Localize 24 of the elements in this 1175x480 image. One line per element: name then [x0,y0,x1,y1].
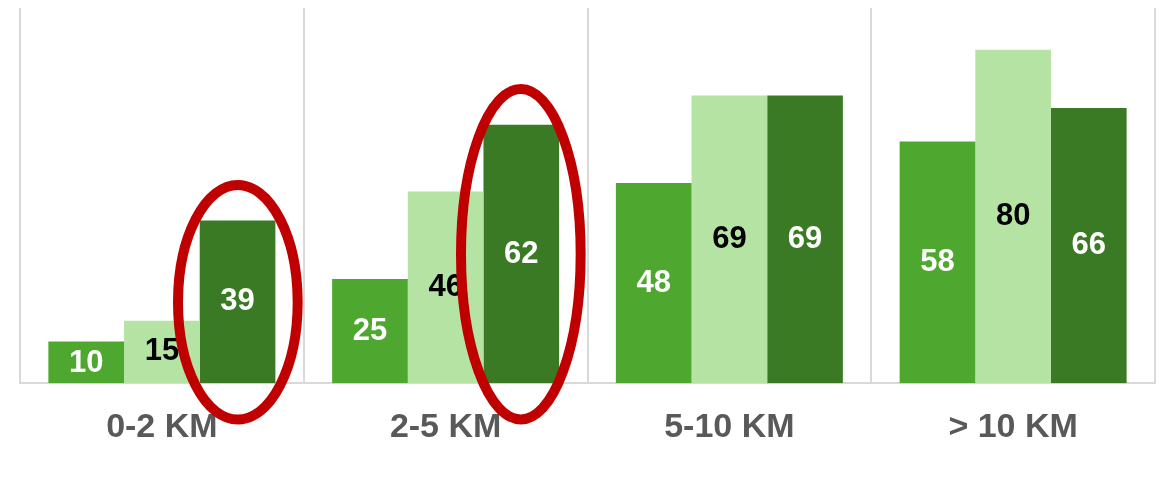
x-tick-label: 0-2 KM [106,405,218,444]
data-label: 10 [68,343,104,379]
data-label: 39 [220,282,255,318]
bar [199,220,276,384]
bar [691,95,768,384]
data-label: 80 [995,196,1031,232]
bar [899,141,976,384]
bar [1050,108,1127,384]
data-label: 25 [352,311,388,347]
x-tick-label: 5-10 KM [664,405,795,444]
bar [615,183,692,384]
bar [483,124,560,384]
x-tick-label: 2-5 KM [389,405,502,444]
data-label: 66 [1071,226,1107,262]
data-label: 69 [787,219,823,255]
data-label: 62 [504,234,539,270]
bar [767,95,843,384]
data-label: 58 [920,242,955,278]
bar [332,278,408,384]
data-label: 48 [636,263,671,299]
data-label: 69 [712,219,747,255]
bar [975,49,1051,384]
data-label: 15 [144,332,180,368]
x-tick-label: > 10 KM [948,405,1078,444]
